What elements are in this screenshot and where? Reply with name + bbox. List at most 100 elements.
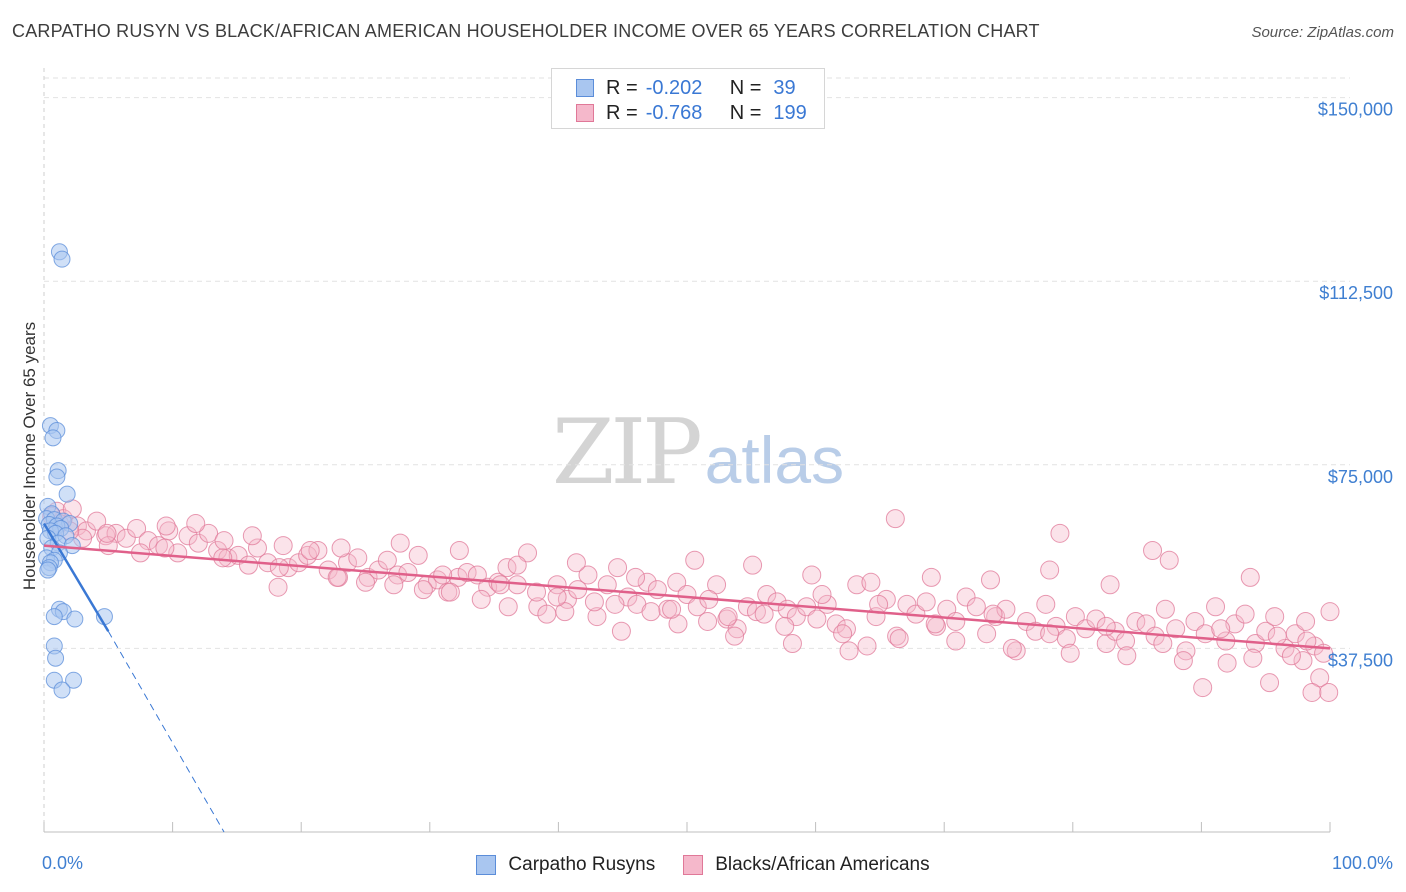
data-point xyxy=(983,604,1003,624)
x-tick-label-min: 0.0% xyxy=(42,853,83,873)
data-point xyxy=(584,592,604,612)
y-tick-label: $112,500 xyxy=(1319,283,1393,303)
data-point xyxy=(698,611,718,631)
series-blacks-african-americans xyxy=(42,499,1340,702)
chart-title: CARPATHO RUSYN VS BLACK/AFRICAN AMERICAN… xyxy=(12,21,1040,41)
data-point xyxy=(637,572,657,592)
data-point xyxy=(1281,646,1301,666)
data-point xyxy=(1026,621,1046,641)
data-point xyxy=(155,538,175,558)
data-point xyxy=(754,604,774,624)
data-point xyxy=(555,602,575,622)
legend-item-blacks[interactable]: Blacks/African Americans xyxy=(683,854,930,876)
data-point xyxy=(1243,648,1263,668)
data-point xyxy=(348,548,368,568)
data-point xyxy=(1211,619,1231,639)
data-point xyxy=(662,599,682,619)
data-point xyxy=(1002,638,1022,658)
data-point xyxy=(1159,550,1179,570)
data-point xyxy=(889,629,909,649)
data-point xyxy=(956,587,976,607)
data-point xyxy=(1117,646,1137,666)
data-point xyxy=(66,610,84,628)
data-point xyxy=(127,518,147,538)
data-point xyxy=(65,671,83,689)
data-point xyxy=(1100,575,1120,595)
data-point xyxy=(97,523,117,543)
data-point xyxy=(946,611,966,631)
data-point xyxy=(1310,668,1330,688)
data-point xyxy=(1217,653,1237,673)
data-point xyxy=(1185,611,1205,631)
data-point xyxy=(238,555,258,575)
data-point xyxy=(807,609,827,629)
data-point xyxy=(298,545,318,565)
data-point xyxy=(977,624,997,644)
data-point xyxy=(707,575,727,595)
watermark-zip: ZIP xyxy=(552,400,703,505)
data-point xyxy=(398,563,418,583)
data-point xyxy=(537,604,557,624)
data-point xyxy=(925,614,945,634)
data-point xyxy=(767,592,787,612)
data-point xyxy=(1265,607,1285,627)
legend-row-carpatho-rusyns: R = -0.202 N = 39 xyxy=(576,76,796,100)
data-point xyxy=(39,561,57,579)
data-point xyxy=(833,624,853,644)
data-point xyxy=(116,528,136,548)
data-point xyxy=(966,597,986,617)
data-point xyxy=(885,509,905,529)
data-point xyxy=(1296,611,1316,631)
data-point xyxy=(743,555,763,575)
data-point xyxy=(839,641,859,661)
y-tick-label: $75,000 xyxy=(1328,467,1393,487)
data-point xyxy=(1240,567,1260,587)
data-point xyxy=(178,526,198,546)
data-point xyxy=(242,526,262,546)
data-point xyxy=(1256,621,1276,641)
legend-row-blacks: R = -0.768 N = 199 xyxy=(576,101,807,125)
data-point xyxy=(1166,619,1186,639)
data-point xyxy=(921,567,941,587)
data-point xyxy=(268,577,288,597)
data-point xyxy=(857,636,877,656)
legend-swatch-pink xyxy=(683,855,704,875)
legend-n-label: N = xyxy=(729,101,762,124)
data-point xyxy=(587,607,607,627)
correlation-legend: R = -0.202 N = 39 R = -0.768 N = 199 xyxy=(551,68,825,129)
legend-n-value: 199 xyxy=(773,101,807,124)
source-label: Source: ZipAtlas.com xyxy=(1251,24,1394,41)
watermark-atlas: atlas xyxy=(704,423,845,497)
legend-item-carpatho-rusyns[interactable]: Carpatho Rusyns xyxy=(476,854,655,876)
data-point xyxy=(58,485,76,503)
data-point xyxy=(685,550,705,570)
data-point xyxy=(138,531,158,551)
trend-line xyxy=(42,522,110,632)
legend-label: Carpatho Rusyns xyxy=(508,854,656,875)
data-point xyxy=(887,626,907,646)
data-point xyxy=(946,631,966,651)
data-point xyxy=(433,565,453,585)
data-point xyxy=(547,587,567,607)
data-point xyxy=(847,575,867,595)
data-point xyxy=(667,572,687,592)
data-point xyxy=(566,553,586,573)
data-point xyxy=(518,543,538,563)
legend-n-value: 39 xyxy=(773,76,796,99)
data-point xyxy=(861,572,881,592)
data-point xyxy=(980,570,1000,590)
data-point xyxy=(677,585,697,605)
data-point xyxy=(1040,624,1060,644)
data-point xyxy=(527,582,547,602)
data-point xyxy=(1293,651,1313,671)
series-carpatho-rusyns xyxy=(38,243,113,699)
watermark: ZIPatlas xyxy=(552,400,844,505)
legend-r-value: -0.202 xyxy=(645,76,703,99)
data-point xyxy=(1225,614,1245,634)
data-point xyxy=(491,575,511,595)
data-point xyxy=(1260,673,1280,693)
data-point xyxy=(188,533,208,553)
data-point xyxy=(626,567,646,587)
data-point xyxy=(45,608,63,626)
data-point xyxy=(802,565,822,585)
